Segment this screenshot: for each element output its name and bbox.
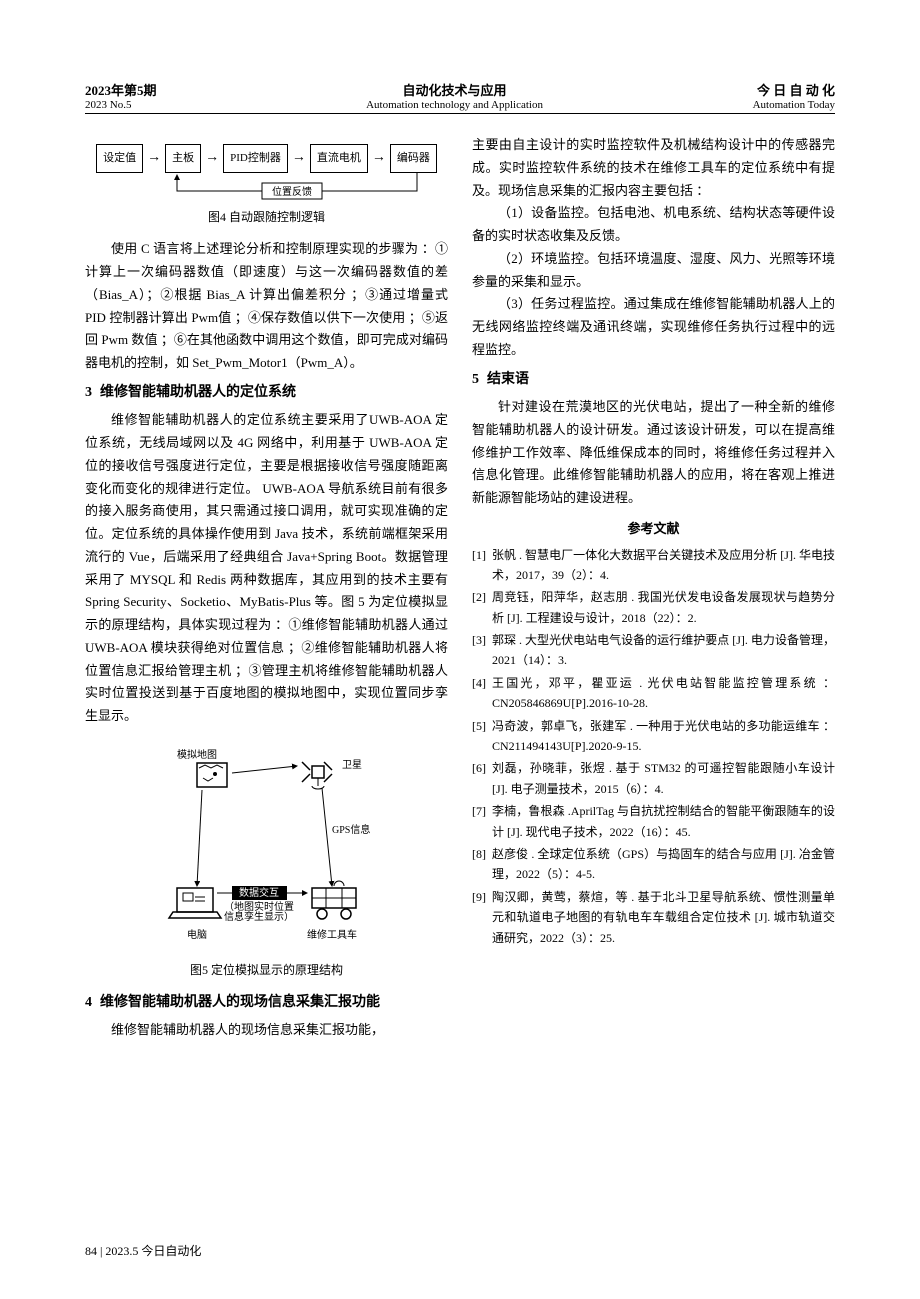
reference-number: [9] [472,887,486,948]
brand-en: Automation Today [753,99,835,111]
section-3-heading: 3 维修智能辅助机器人的定位系统 [85,381,448,406]
arrow-icon: → [147,146,161,171]
page: 2023年第5期 2023 No.5 自动化技术与应用 Automation t… [0,0,920,1299]
reference-number: [3] [472,630,486,671]
paragraph: （3）任务过程监控。通过集成在维修智能辅助机器人上的无线网络监控终端及通讯终端，… [472,293,835,361]
paragraph: 维修智能辅助机器人的现场信息采集汇报功能， [85,1019,448,1042]
references-heading: 参考文献 [472,518,835,541]
fig4-box-motor: 直流电机 [310,144,368,173]
brand-cn: 今 日 自 动 化 [753,80,835,99]
fig4-box-encoder: 编码器 [390,144,437,173]
fig4-box-pid: PID控制器 [223,144,288,173]
fig5-exchange-label: 数据交互 [239,886,279,899]
reference-number: [1] [472,545,486,586]
paragraph: 维修智能辅助机器人的定位系统主要采用了UWB-AOA 定位系统，无线局域网以及 … [85,409,448,728]
fig5-note-line2: 信息孪生显示） [224,910,294,923]
arrow-icon: → [205,146,219,171]
fig4-feedback-path: 位置反馈 [97,173,437,203]
header-right: 今 日 自 动 化 Automation Today [753,80,835,111]
journal-en: Automation technology and Application [157,99,753,111]
paragraph: 针对建设在荒漠地区的光伏电站，提出了一种全新的维修智能辅助机器人的设计研发。通过… [472,396,835,510]
right-column: 主要由自主设计的实时监控软件及机械结构设计中的传感器完成。实时监控软件系统的技术… [472,134,835,1042]
journal-cn: 自动化技术与应用 [157,80,753,99]
figure-4: 设定值 → 主板 → PID控制器 → 直流电机 → 编码器 [85,144,448,228]
header-left: 2023年第5期 2023 No.5 [85,80,157,111]
arrow-icon: → [292,146,306,171]
fig5-cart-label: 维修工具车 [307,928,357,941]
paragraph: 主要由自主设计的实时监控软件及机械结构设计中的传感器完成。实时监控软件系统的技术… [472,134,835,202]
arrow-icon: → [372,146,386,171]
fig4-box-setpoint: 设定值 [96,144,143,173]
section-title-text: 维修智能辅助机器人的定位系统 [100,385,296,400]
figure-5-caption: 图5 定位模拟显示的原理结构 [85,960,448,981]
fig4-box-mainboard: 主板 [165,144,201,173]
figure-5: 模拟地图 卫星 GPS信息 [85,738,448,981]
reference-item: [1] 张帆 . 智慧电厂一体化大数据平台关键技术及应用分析 [J]. 华电技术，… [472,545,835,586]
fig5-gps-label: GPS信息 [332,823,370,836]
issue-en: 2023 No.5 [85,99,157,111]
reference-text: 郭琛 . 大型光伏电站电气设备的运行维护要点 [J]. 电力设备管理，2021（… [492,630,835,671]
page-header: 2023年第5期 2023 No.5 自动化技术与应用 Automation t… [85,80,835,114]
section-number: 3 [85,381,92,406]
reference-number: [6] [472,758,486,799]
left-column: 设定值 → 主板 → PID控制器 → 直流电机 → 编码器 [85,134,448,1042]
reference-text: 冯奇波，郭卓飞，张建军 . 一种用于光伏电站的多功能运维车 ：CN2114941… [492,716,835,757]
section-number: 4 [85,991,92,1016]
section-4-heading: 4 维修智能辅助机器人的现场信息采集汇报功能 [85,991,448,1016]
two-column-layout: 设定值 → 主板 → PID控制器 → 直流电机 → 编码器 [85,134,835,1042]
reference-number: [4] [472,673,486,714]
reference-item: [3] 郭琛 . 大型光伏电站电气设备的运行维护要点 [J]. 电力设备管理，20… [472,630,835,671]
references-list: [1] 张帆 . 智慧电厂一体化大数据平台关键技术及应用分析 [J]. 华电技术，… [472,545,835,948]
reference-item: [4] 王国光，邓平，瞿亚运 . 光伏电站智能监控管理系统 ：CN20584686… [472,673,835,714]
issue-cn: 2023年第5期 [85,80,157,99]
page-footer: 84 | 2023.5 今日自动化 [85,1242,835,1259]
reference-number: [8] [472,844,486,885]
reference-text: 刘磊，孙晓菲，张煜 . 基于 STM32 的可遥控智能跟随小车设计 [J]. 电… [492,758,835,799]
reference-item: [8] 赵彦俊 . 全球定位系统（GPS）与捣固车的结合与应用 [J]. 冶金管理… [472,844,835,885]
paragraph: （1）设备监控。包括电池、机电系统、结构状态等硬件设备的实时状态收集及反馈。 [472,202,835,248]
reference-item: [2] 周竞钰，阳萍华，赵志朋 . 我国光伏发电设备发展现状与趋势分析 [J]. … [472,587,835,628]
reference-item: [9] 陶汉卿，黄莺，蔡煊，等 . 基于北斗卫星导航系统、惯性测量单元和轨道电子地… [472,887,835,948]
header-center: 自动化技术与应用 Automation technology and Appli… [157,80,753,111]
fig5-map-label: 模拟地图 [177,748,217,761]
figure-4-caption: 图4 自动跟随控制逻辑 [85,207,448,228]
reference-number: [2] [472,587,486,628]
fig5-pc-label: 电脑 [187,928,207,941]
section-5-heading: 5 结束语 [472,368,835,393]
figure-5-diagram: 模拟地图 卫星 GPS信息 [147,738,387,956]
paragraph: （2）环境监控。包括环境温度、湿度、风力、光照等环境参量的采集和显示。 [472,248,835,294]
paragraph: 使用 C 语言将上述理论分析和控制原理实现的步骤为 ：①计算上一次编码器数值（即… [85,238,448,375]
figure-4-diagram: 设定值 → 主板 → PID控制器 → 直流电机 → 编码器 [85,144,448,203]
reference-text: 王国光，邓平，瞿亚运 . 光伏电站智能监控管理系统 ：CN205846869U[… [492,673,835,714]
reference-number: [5] [472,716,486,757]
reference-text: 张帆 . 智慧电厂一体化大数据平台关键技术及应用分析 [J]. 华电技术，201… [492,545,835,586]
reference-text: 周竞钰，阳萍华，赵志朋 . 我国光伏发电设备发展现状与趋势分析 [J]. 工程建… [492,587,835,628]
reference-item: [7] 李楠，鲁根森 .AprilTag 与自抗扰控制结合的智能平衡跟随车的设计 … [472,801,835,842]
reference-item: [5] 冯奇波，郭卓飞，张建军 . 一种用于光伏电站的多功能运维车 ：CN2114… [472,716,835,757]
fig5-sat-label: 卫星 [342,759,362,771]
section-title-text: 结束语 [487,372,529,387]
reference-text: 赵彦俊 . 全球定位系统（GPS）与捣固车的结合与应用 [J]. 冶金管理，20… [492,844,835,885]
reference-item: [6] 刘磊，孙晓菲，张煜 . 基于 STM32 的可遥控智能跟随小车设计 [J]… [472,758,835,799]
section-number: 5 [472,368,479,393]
section-title-text: 维修智能辅助机器人的现场信息采集汇报功能 [100,995,380,1010]
reference-number: [7] [472,801,486,842]
fig4-feedback-label: 位置反馈 [272,185,312,198]
reference-text: 李楠，鲁根森 .AprilTag 与自抗扰控制结合的智能平衡跟随车的设计 [J]… [492,801,835,842]
reference-text: 陶汉卿，黄莺，蔡煊，等 . 基于北斗卫星导航系统、惯性测量单元和轨道电子地图的有… [492,887,835,948]
